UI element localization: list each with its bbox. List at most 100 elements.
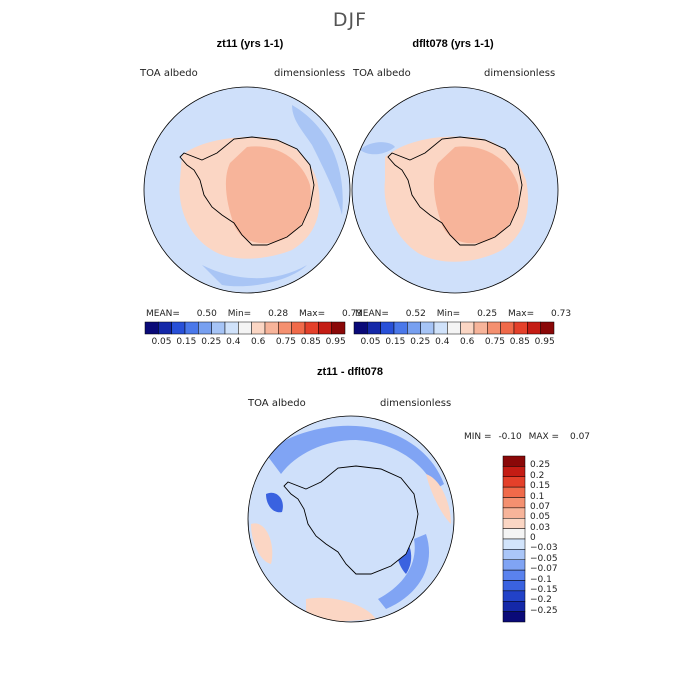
panel1-max-label: Max= [299,309,326,319]
panel2-coastline [387,136,523,246]
colorbar-swatch [238,321,252,335]
colorbar-tick-label: −0.05 [530,553,558,564]
colorbar-swatch [502,538,526,550]
panel1-map-border [143,86,351,294]
colorbar-swatch [502,611,526,623]
panel1-max-value: 0.73 [342,309,363,319]
panel1-title: zt11 (yrs 1-1) [216,38,284,50]
panel3-units: dimensionless [380,398,452,409]
panel3-colorbar [502,455,526,623]
colorbar-tick-label: 0.05 [151,337,172,347]
panel3-title: zt11 - dflt078 [316,366,384,378]
colorbar-swatch [184,321,199,335]
colorbar-swatch [171,321,186,335]
panel3-min-label: MIN = [464,432,492,442]
colorbar-swatch [500,321,515,335]
colorbar-tick-label: 0.95 [325,337,346,347]
colorbar-tick-label: 0.25 [201,337,222,347]
panel1-ocean-band [292,105,343,215]
colorbar-swatch [407,321,421,335]
colorbar-swatch [502,476,526,488]
panel1-map [143,86,351,294]
panel1-mean-value: 0.50 [196,309,217,319]
panel1-mean-label: MEAN= [146,309,180,319]
colorbar-tick-label: 0.2 [530,470,545,481]
colorbar-tick-label: 0.4 [226,337,241,347]
panel3-stats: MIN = -0.10 MAX = 0.07 [464,432,590,442]
colorbar-tick-label: 0.75 [484,337,505,347]
panel2-min-label: Min= [436,309,461,319]
colorbar-tick-label: 0.6 [460,337,475,347]
colorbar-tick-label: −0.1 [530,574,552,585]
colorbar-tick-label: 0.15 [385,337,406,347]
colorbar-swatch [473,321,488,335]
panel3-blue-ring-s [378,534,430,609]
colorbar-swatch [502,601,526,612]
panel3-ice [284,466,418,574]
panel3-colorbar-labels: 0.25 0.2 0.15 0.1 0.07 0.05 0.03 0 −0.03 −0.05 −0.… [530,456,590,622]
colorbar-swatch [502,486,526,498]
colorbar-swatch [224,321,239,335]
colorbar-swatch [251,321,266,335]
colorbar-swatch [502,518,526,529]
colorbar-swatch [513,321,528,335]
colorbar-swatch [527,321,541,335]
colorbar-swatch [502,549,526,560]
panel1-min-value: 0.28 [268,309,289,319]
colorbar-tick-label: 0.05 [530,512,551,523]
panel1-colorbar [144,321,346,335]
colorbar-swatch [502,507,526,519]
panel1-ocean-band-s [202,265,307,287]
panel3-orange-patch-s [306,597,376,622]
colorbar-swatch [502,559,526,571]
colorbar-swatch [502,528,526,540]
colorbar-swatch [540,321,555,335]
colorbar-tick-label: −0.07 [530,564,558,575]
panel2-map-border [351,86,559,294]
colorbar-swatch [353,321,368,335]
colorbar-swatch [502,455,526,467]
colorbar-swatch [278,321,292,335]
panel3-blue-ring [266,425,444,489]
panel2-stats: MEAN= 0.52 Min= 0.25 Max= 0.73 [355,309,571,319]
panel3-orange-patch [251,523,273,564]
colorbar-swatch [487,321,501,335]
colorbar-tick-label: 0.07 [530,501,551,512]
colorbar-tick-label: 0.25 [410,337,431,347]
colorbar-tick-label: 0.85 [509,337,530,347]
colorbar-tick-label: −0.2 [530,595,552,606]
panel3-variable: TOA albedo [248,398,306,409]
panel1-min-label: Min= [227,309,252,319]
colorbar-swatch [264,321,279,335]
colorbar-swatch [211,321,226,335]
panel1-colorbar-labels: 0.05 0.15 0.25 0.4 0.6 0.75 0.85 0.95 [145,337,345,349]
panel2-mean-label: MEAN= [355,309,389,319]
panel2-ocean-band [360,142,395,155]
figure-title: DJF [332,9,368,31]
colorbar-swatch [502,590,526,602]
colorbar-tick-label: 0.05 [360,337,381,347]
colorbar-swatch [304,321,319,335]
colorbar-swatch [367,321,381,335]
panel3-max-label: MAX = [528,432,560,442]
panel3-dark-patch-w [266,492,283,513]
panel3-min-value: -0.10 [498,432,522,442]
colorbar-swatch [144,321,159,335]
colorbar-swatch [318,321,332,335]
colorbar-tick-label: 0.25 [530,460,551,471]
colorbar-tick-label: 0.15 [530,481,551,492]
panel1-units: dimensionless [274,68,346,79]
colorbar-tick-label: 0.1 [530,491,545,502]
colorbar-swatch [420,321,435,335]
colorbar-swatch [433,321,448,335]
colorbar-tick-label: 0.4 [435,337,450,347]
colorbar-tick-label: 0.03 [530,522,551,533]
panel1-stats: MEAN= 0.50 Min= 0.28 Max= 0.73 [146,309,362,319]
colorbar-swatch [393,321,408,335]
panel1-variable: TOA albedo [140,68,198,79]
panel2-mean-value: 0.52 [405,309,426,319]
panel1-coastline [179,136,315,246]
panel3-map-border [247,415,455,623]
panel3-max-value: 0.07 [569,432,591,442]
panel2-units: dimensionless [484,68,556,79]
